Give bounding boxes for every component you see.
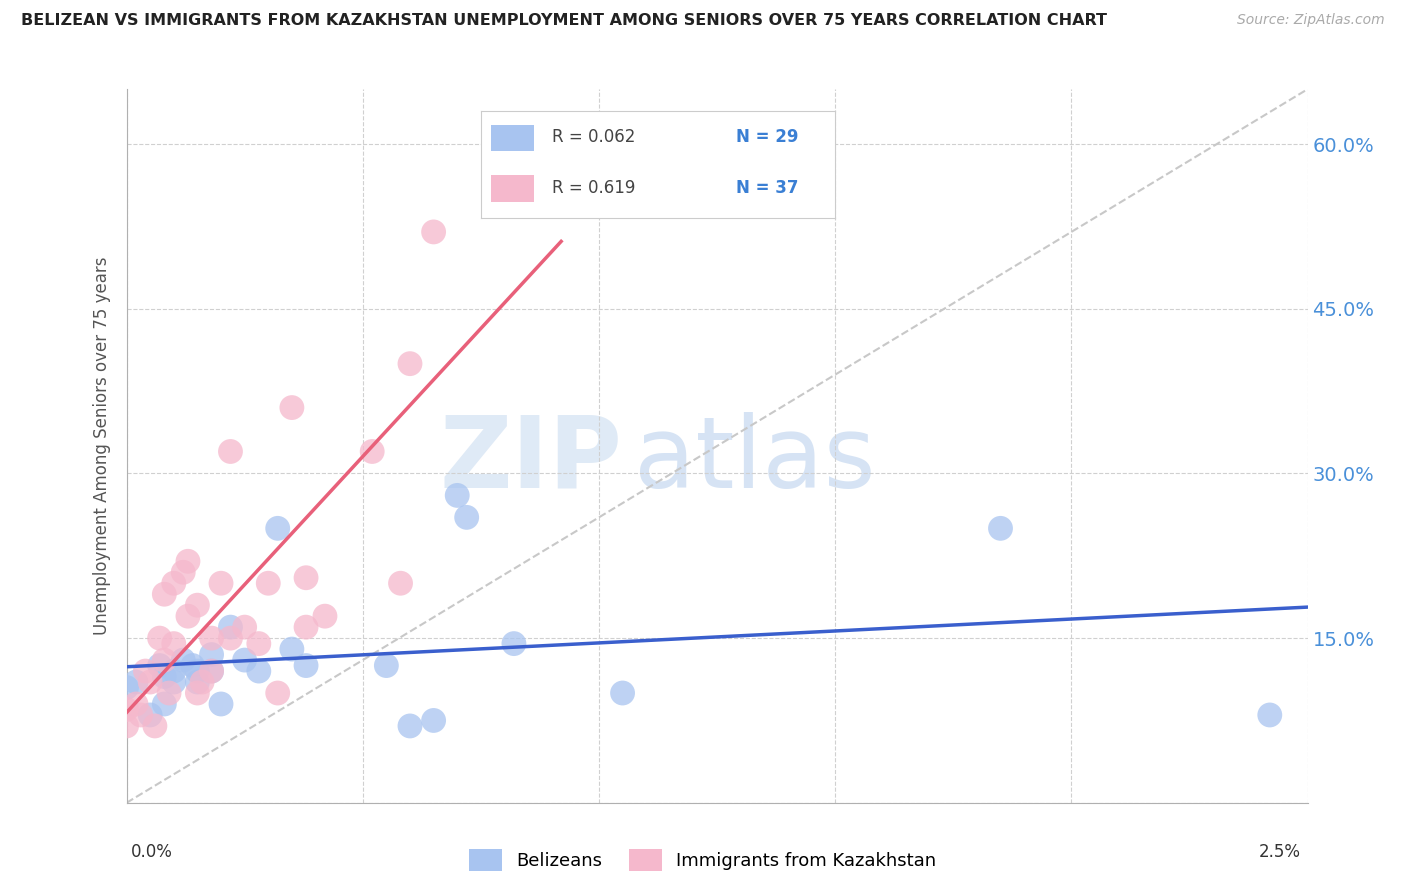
Point [295,571,318,585]
Point [149,658,172,673]
Legend: Belizeans, Immigrants from Kazakhstan: Belizeans, Immigrants from Kazakhstan [463,842,943,879]
Text: atlas: atlas [634,412,876,508]
Point [191,675,214,690]
Point [139,675,162,690]
Point [281,401,304,415]
Point [399,357,422,371]
Point [456,510,478,524]
Point [153,697,176,711]
Point [163,664,186,678]
Point [125,675,148,690]
Text: BELIZEAN VS IMMIGRANTS FROM KAZAKHSTAN UNEMPLOYMENT AMONG SENIORS OVER 75 YEARS : BELIZEAN VS IMMIGRANTS FROM KAZAKHSTAN U… [21,13,1107,29]
Point [172,566,194,580]
Point [163,576,186,591]
Point [200,631,222,645]
Point [200,648,222,662]
Point [139,708,162,723]
Point [209,697,232,711]
Point [129,708,152,723]
Point [177,554,200,568]
Point [295,620,318,634]
Point [153,653,176,667]
Point [115,681,138,695]
Point [143,719,166,733]
Point [157,686,180,700]
Point [375,658,398,673]
Point [422,225,444,239]
Point [399,719,422,733]
Point [247,664,270,678]
Point [247,637,270,651]
Point [149,631,172,645]
Point [163,675,186,690]
Point [267,686,290,700]
Point [163,637,186,651]
Point [990,521,1012,535]
Point [295,658,318,673]
Text: ZIP: ZIP [440,412,623,508]
Y-axis label: Unemployment Among Seniors over 75 years: Unemployment Among Seniors over 75 years [93,257,111,635]
Point [314,609,336,624]
Point [446,488,468,502]
Point [115,702,138,716]
Point [186,675,208,690]
Point [257,576,280,591]
Text: 0.0%: 0.0% [131,843,173,861]
Point [134,664,156,678]
Text: Source: ZipAtlas.com: Source: ZipAtlas.com [1237,13,1385,28]
Point [153,669,176,683]
Point [550,137,572,152]
Point [233,653,256,667]
Point [186,664,208,678]
Point [219,631,242,645]
Point [181,658,204,673]
Point [233,620,256,634]
Point [177,609,200,624]
Point [186,598,208,612]
Point [200,664,222,678]
Point [209,576,232,591]
Point [219,444,242,458]
Point [219,620,242,634]
Point [153,587,176,601]
Point [125,697,148,711]
Point [281,642,304,657]
Point [267,521,290,535]
Point [200,664,222,678]
Point [186,686,208,700]
Point [361,444,384,458]
Point [115,719,138,733]
Point [172,653,194,667]
Text: 2.5%: 2.5% [1258,843,1301,861]
Point [503,637,526,651]
Point [612,686,634,700]
Point [1258,708,1281,723]
Point [389,576,412,591]
Point [422,714,444,728]
